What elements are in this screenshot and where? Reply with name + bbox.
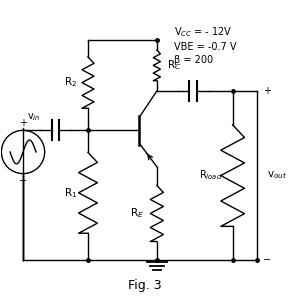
Text: VBE = -0.7 V: VBE = -0.7 V <box>173 42 236 52</box>
Text: R$_2$: R$_2$ <box>64 76 77 89</box>
Text: R$_E$: R$_E$ <box>130 207 144 220</box>
Text: −: − <box>263 255 271 265</box>
Text: Fig. 3: Fig. 3 <box>128 279 162 292</box>
Text: R$_{load}$: R$_{load}$ <box>199 169 223 182</box>
Text: R$_C$: R$_C$ <box>167 58 182 72</box>
Text: +: + <box>19 118 27 128</box>
Text: β = 200: β = 200 <box>173 56 213 65</box>
Text: v$_{in}$: v$_{in}$ <box>27 112 41 123</box>
Text: v$_{out}$: v$_{out}$ <box>267 170 287 182</box>
Text: +: + <box>263 86 271 96</box>
Text: R$_1$: R$_1$ <box>64 186 77 200</box>
Text: V$_{CC}$ = - 12V: V$_{CC}$ = - 12V <box>173 25 232 39</box>
Text: −: − <box>19 176 27 185</box>
